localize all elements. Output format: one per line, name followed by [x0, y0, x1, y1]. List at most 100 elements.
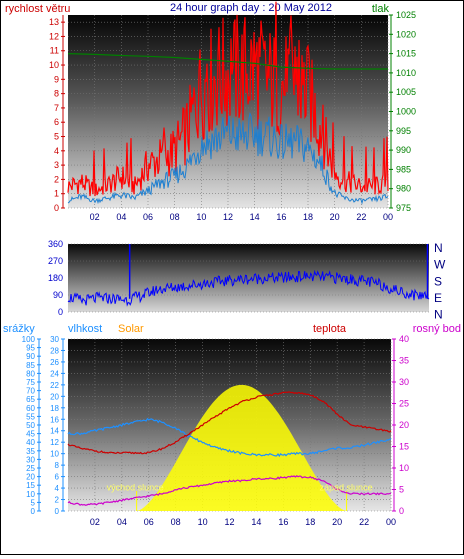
compass-label: E — [434, 291, 442, 305]
compass-label: N — [434, 308, 443, 322]
dewpoint-axis-label: rosný bod — [413, 323, 461, 335]
direction-degree-ticks: 0 90 180 270 360 — [48, 239, 63, 317]
temperature-tick-label: 30 — [399, 377, 409, 387]
compass-label: N — [434, 241, 443, 255]
pressure-tick-label: 1005 — [396, 87, 416, 97]
hour-tick-label: 08 — [171, 517, 181, 527]
humidity-tick-label: 4 — [55, 484, 60, 493]
wind-series — [67, 1, 389, 205]
rain-tick-label: 30 — [26, 455, 35, 464]
hour-tick-label: 02 — [90, 517, 100, 527]
rain-axis-ticks: 0510152025303540455055606570758085909510… — [22, 335, 41, 516]
pressure-tick-label: 1000 — [396, 107, 416, 117]
hour-tick-label: 00 — [386, 517, 396, 527]
rain-tick-label: 100 — [22, 335, 36, 344]
pressure-tick-label: 1020 — [396, 29, 416, 39]
humidity-tick-label: 10 — [50, 450, 59, 459]
hour-tick-label: 08 — [170, 212, 180, 222]
rain-tick-label: 50 — [26, 421, 35, 430]
rain-tick-label: 70 — [26, 387, 35, 396]
temperature-tick-label: 25 — [399, 399, 409, 409]
direction-degree-label: 0 — [58, 307, 63, 317]
direction-degree-label: 270 — [48, 256, 63, 266]
temperature-axis-label: teplota — [313, 323, 347, 335]
humidity-tick-label: 2 — [55, 496, 60, 505]
temperature-tick-label: 35 — [399, 356, 409, 366]
rain-tick-label: 65 — [26, 395, 35, 404]
temperature-tick-label: 20 — [399, 420, 409, 430]
hour-tick-label: 14 — [251, 517, 261, 527]
rain-tick-label: 95 — [26, 344, 35, 353]
hour-tick-label: 14 — [250, 212, 260, 222]
temperature-axis-ticks: 0 5 10 15 20 25 30 35 40 — [392, 334, 409, 516]
pressure-tick-label: 1025 — [396, 10, 416, 20]
rain-axis-label: srážky — [3, 323, 35, 335]
humidity-tick-label: 18 — [50, 404, 59, 413]
pressure-tick-label: 1015 — [396, 49, 416, 59]
rain-tick-label: 75 — [26, 378, 35, 387]
pressure-axis-label: tlak — [372, 3, 390, 15]
rain-tick-label: 60 — [26, 404, 35, 413]
hour-tick-label: 18 — [303, 212, 313, 222]
pressure-tick-label: 995 — [396, 126, 411, 136]
wind-tick-label: 13 — [49, 17, 59, 27]
temperature-tick-label: 5 — [399, 485, 404, 495]
humidity-tick-label: 12 — [50, 438, 59, 447]
pressure-axis-ticks: 975 980 985 990 995 1000 1005 1010 1015 1020 1025 — [389, 10, 416, 213]
pressure-tick-label: 985 — [396, 164, 411, 174]
direction-degree-label: 180 — [48, 273, 63, 283]
rain-tick-label: 35 — [26, 447, 35, 456]
temperature-series-line — [67, 391, 392, 455]
humidity-tick-label: 14 — [50, 427, 59, 436]
pressure-series-line — [67, 53, 388, 70]
hour-tick-label: 04 — [116, 212, 126, 222]
rain-tick-label: 20 — [26, 473, 35, 482]
rain-tick-label: 55 — [26, 412, 35, 421]
rain-tick-label: 0 — [31, 507, 36, 516]
hour-tick-label: 12 — [224, 517, 234, 527]
temperature-tick-label: 15 — [399, 442, 409, 452]
wind-tick-label: 5 — [54, 132, 59, 142]
chart-title: 24 hour graph day : 20 May 2012 — [170, 2, 332, 14]
humidity-tick-label: 6 — [55, 473, 60, 482]
hour-axis-ticks-bottom: 02 04 06 08 10 12 14 16 18 20 22 00 — [90, 517, 396, 527]
hour-tick-label: 06 — [143, 212, 153, 222]
hour-tick-label: 10 — [196, 212, 206, 222]
humidity-tick-label: 20 — [50, 392, 59, 401]
pressure-tick-label: 990 — [396, 145, 411, 155]
hour-tick-label: 02 — [90, 212, 100, 222]
humidity-tick-label: 24 — [50, 369, 59, 378]
rain-tick-label: 45 — [26, 430, 35, 439]
wind-tick-label: 8 — [54, 89, 59, 99]
wind-tick-label: 11 — [50, 46, 59, 56]
pressure-tick-label: 975 — [396, 203, 411, 213]
humidity-series-line — [67, 417, 392, 458]
humidity-axis-label: vlhkost — [68, 323, 102, 335]
hour-tick-label: 22 — [356, 212, 366, 222]
rain-tick-label: 85 — [26, 361, 35, 370]
wind-tick-label: 12 — [49, 31, 59, 41]
rain-tick-label: 15 — [26, 481, 35, 490]
humidity-tick-label: 16 — [50, 415, 59, 424]
hour-tick-label: 12 — [223, 212, 233, 222]
direction-degree-label: 90 — [53, 290, 63, 300]
direction-degree-label: 360 — [48, 239, 63, 249]
wind-tick-label: 3 — [54, 160, 59, 170]
wind-tick-label: 0 — [54, 203, 59, 213]
humidity-tick-label: 22 — [50, 381, 59, 390]
sunrise-label: východ slunce — [107, 482, 164, 492]
wind-tick-label: 2 — [54, 174, 59, 184]
rain-tick-label: 40 — [26, 438, 35, 447]
hour-axis-ticks: 02 04 06 08 10 12 14 16 18 20 22 00 — [90, 212, 393, 222]
rain-tick-label: 25 — [26, 464, 35, 473]
wind-tick-label: 6 — [54, 117, 59, 127]
pressure-tick-label: 1010 — [396, 68, 416, 78]
rain-tick-label: 5 — [31, 498, 36, 507]
hour-tick-label: 04 — [117, 517, 127, 527]
hour-tick-label: 20 — [332, 517, 342, 527]
temperature-tick-label: 40 — [399, 334, 409, 344]
